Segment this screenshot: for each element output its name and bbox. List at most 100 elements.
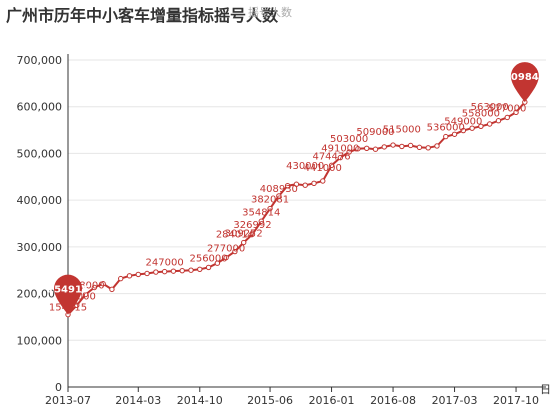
data-point[interactable] — [381, 144, 387, 150]
data-point[interactable] — [328, 162, 335, 169]
data-point[interactable] — [249, 231, 256, 237]
mark-point-min[interactable]: 154915 — [47, 274, 89, 315]
data-point[interactable] — [109, 286, 115, 293]
data-point[interactable] — [82, 291, 89, 298]
x-tick-label: 2016-08 — [370, 394, 416, 407]
y-tick-label: 600,000 — [17, 101, 63, 114]
data-point[interactable] — [170, 268, 177, 274]
data-label: 354814 — [242, 207, 280, 218]
data-label: 284014 — [216, 230, 254, 241]
data-point[interactable] — [363, 145, 370, 151]
data-label: 382081 — [251, 195, 289, 206]
data-label: 408930 — [260, 184, 298, 195]
data-point[interactable] — [100, 281, 106, 287]
data-point[interactable] — [469, 125, 475, 131]
data-point[interactable] — [346, 149, 352, 155]
x-tick-label: 2014-10 — [177, 394, 223, 407]
data-point[interactable] — [302, 182, 308, 188]
data-points[interactable] — [65, 99, 528, 318]
data-point[interactable] — [390, 142, 396, 148]
data-point[interactable] — [372, 146, 379, 152]
data-label: 491000 — [321, 144, 359, 155]
data-label: 503000 — [330, 134, 368, 145]
data-label: 277000 — [207, 244, 245, 255]
data-point[interactable] — [241, 239, 247, 246]
x-tick-label: 2017-10 — [493, 394, 539, 407]
data-point[interactable] — [179, 267, 185, 274]
data-label: 549000 — [444, 117, 482, 128]
data-point[interactable] — [161, 268, 168, 275]
data-point[interactable] — [399, 143, 405, 150]
data-point[interactable] — [460, 127, 467, 134]
data-point[interactable] — [214, 260, 221, 266]
data-point[interactable] — [267, 205, 273, 212]
data-point[interactable] — [126, 273, 133, 279]
data-point[interactable] — [205, 264, 212, 271]
data-label: 256000 — [189, 253, 227, 264]
data-label: 198000 — [66, 281, 104, 292]
data-point[interactable] — [407, 142, 414, 149]
data-point[interactable] — [451, 131, 458, 137]
data-label: 558000 — [462, 108, 500, 119]
data-point[interactable] — [276, 193, 282, 199]
data-label: 430000 — [286, 161, 324, 172]
data-label: 577000 — [488, 103, 526, 114]
data-point[interactable] — [425, 145, 431, 151]
data-point[interactable] — [118, 275, 124, 282]
x-tick-label: 2015-06 — [247, 394, 293, 407]
pin-shape — [510, 62, 539, 103]
data-point[interactable] — [513, 109, 519, 116]
data-point[interactable] — [311, 180, 317, 187]
data-point[interactable] — [495, 118, 502, 124]
data-label: 515000 — [383, 124, 421, 135]
data-point[interactable] — [153, 269, 159, 275]
data-point[interactable] — [232, 248, 238, 255]
data-label: 441000 — [304, 163, 342, 174]
pin-shape — [54, 274, 82, 315]
data-point[interactable] — [320, 178, 326, 184]
x-tick-label: 2014-03 — [115, 394, 161, 407]
pin-label: 609849 — [504, 72, 546, 83]
axes: 0 100,000 200,000 300,000 400,000 500,000 600,… — [17, 54, 550, 407]
data-point[interactable] — [355, 146, 361, 152]
data-label: 563000 — [471, 102, 509, 113]
y-tick-label: 100,000 — [17, 334, 63, 347]
data-label: 536000 — [427, 123, 465, 134]
data-point[interactable] — [478, 123, 484, 130]
x-tick-label: 2013-07 — [45, 394, 91, 407]
data-label: 474476 — [312, 151, 350, 162]
data-point[interactable] — [258, 218, 264, 224]
y-tick-label: 300,000 — [17, 241, 63, 254]
data-point[interactable] — [416, 144, 423, 151]
data-label: 509000 — [356, 127, 394, 138]
data-point[interactable] — [188, 267, 194, 273]
data-point[interactable] — [337, 154, 344, 161]
data-point[interactable] — [223, 254, 229, 261]
x-tick-label: 2016-01 — [309, 394, 355, 407]
data-point[interactable] — [144, 270, 150, 277]
data-point[interactable] — [284, 182, 291, 189]
data-point[interactable] — [434, 143, 440, 149]
x-tick-label: 2017-03 — [432, 394, 478, 407]
data-point[interactable] — [443, 133, 449, 140]
y-tick-label: 0 — [55, 381, 62, 394]
data-label: 247000 — [146, 258, 184, 269]
chart-title: 广州市历年中小客车增量指标摇号人数 — [6, 6, 279, 25]
y-tick-label: 400,000 — [17, 194, 63, 207]
legend-label[interactable]: 摇号人数 — [248, 6, 292, 19]
data-point[interactable] — [486, 121, 493, 127]
x-axis-name: 日 — [540, 383, 550, 396]
data-label: 326992 — [233, 220, 271, 231]
mark-point-max[interactable]: 609849 — [504, 62, 546, 103]
data-point[interactable] — [135, 271, 141, 278]
grid-lines — [68, 59, 546, 341]
data-point[interactable] — [91, 284, 98, 291]
data-point[interactable] — [293, 181, 300, 187]
data-label: 309272 — [225, 229, 263, 240]
y-tick-label: 200,000 — [17, 288, 63, 301]
mark-points[interactable]: 154915 609849 — [47, 62, 546, 315]
data-point[interactable] — [504, 114, 510, 121]
y-tick-label: 500,000 — [17, 147, 63, 160]
data-point[interactable] — [197, 266, 203, 272]
